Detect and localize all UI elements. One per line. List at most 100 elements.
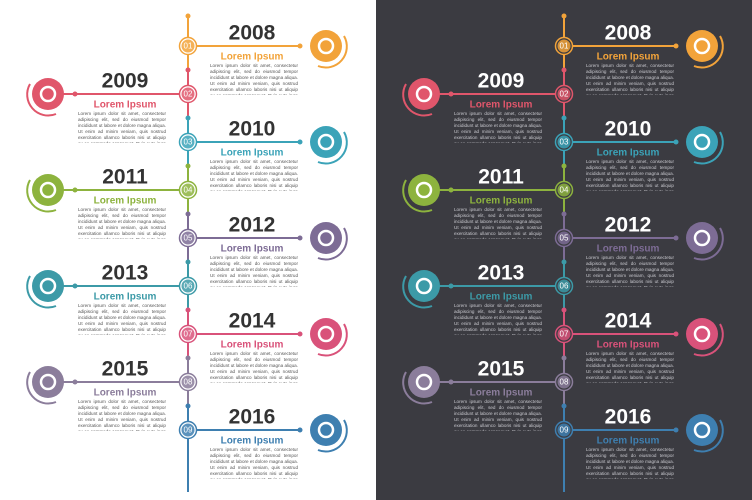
icon-glyph: [317, 325, 335, 343]
icon-arrow: [26, 179, 57, 213]
step-body-box: Lorem ipsum dolor sit amet, consectetur …: [210, 447, 298, 479]
spine-dot: [185, 355, 191, 361]
branch-dot: [448, 91, 454, 97]
icon-glyph: [415, 85, 433, 103]
step-body-box: Lorem ipsum dolor sit amet, consectetur …: [586, 447, 674, 479]
icon-circle: [686, 414, 718, 446]
step-heading: Lorem Ipsum: [221, 148, 284, 159]
icon-glyph: [415, 181, 433, 199]
step-heading: Lorem Ipsum: [597, 244, 660, 255]
step-year: 2008: [605, 22, 652, 45]
icon-glyph: [693, 37, 711, 55]
step-body: Lorem ipsum dolor sit amet, consectetur …: [586, 63, 674, 95]
icon-arrow: [402, 83, 433, 117]
step-number: 05: [184, 234, 193, 243]
step-node-fill: [557, 39, 571, 53]
step-body: Lorem ipsum dolor sit amet, consectetur …: [586, 447, 674, 479]
step-number: 06: [184, 282, 193, 291]
step-heading: Lorem Ipsum: [470, 388, 533, 399]
step-body-box: Lorem ipsum dolor sit amet, consectetur …: [78, 207, 166, 239]
step-heading: Lorem Ipsum: [597, 148, 660, 159]
step-year: 2011: [102, 166, 148, 189]
branch-dot: [673, 331, 679, 337]
step-node-fill: [557, 87, 571, 101]
icon-glyph: [317, 133, 335, 151]
icon-glyph: [693, 421, 711, 439]
step-body-box: Lorem ipsum dolor sit amet, consectetur …: [78, 303, 166, 335]
branch-dot: [72, 91, 78, 97]
icon-glyph: [693, 229, 711, 247]
step-heading: Lorem Ipsum: [597, 340, 660, 351]
step-year: 2009: [102, 70, 149, 93]
branch-dot: [72, 379, 78, 385]
step-number: 02: [184, 90, 193, 99]
icon-arrow: [693, 131, 724, 165]
icon-circle: [408, 270, 440, 302]
step-year: 2015: [102, 358, 149, 381]
step-year: 2009: [478, 70, 525, 93]
step-body-box: Lorem ipsum dolor sit amet, consectetur …: [586, 255, 674, 287]
spine-dot: [185, 13, 191, 19]
icon-arrow: [26, 275, 57, 309]
branch-dot: [673, 427, 679, 433]
icon-arrow: [402, 179, 433, 213]
step-body: Lorem ipsum dolor sit amet, consectetur …: [586, 159, 674, 191]
step-year: 2012: [229, 214, 276, 237]
icon-circle: [32, 270, 64, 302]
step-body: Lorem ipsum dolor sit amet, consectetur …: [454, 303, 542, 335]
step-body: Lorem ipsum dolor sit amet, consectetur …: [210, 447, 298, 479]
icon-glyph: [39, 181, 57, 199]
step-node-fill: [181, 327, 195, 341]
icon-glyph: [317, 37, 335, 55]
step-number: 07: [184, 330, 193, 339]
branch-dot: [448, 379, 454, 385]
spine-dot: [561, 211, 567, 217]
step-heading: Lorem Ipsum: [470, 100, 533, 111]
icon-arrow: [693, 35, 724, 69]
icon-circle: [408, 78, 440, 110]
step-heading: Lorem Ipsum: [94, 292, 157, 303]
icon-arrow: [402, 371, 433, 405]
branch-dot: [673, 139, 679, 145]
step-year: 2012: [605, 214, 652, 237]
icon-arrow: [317, 323, 348, 357]
step-number: 04: [560, 186, 569, 195]
step-body: Lorem ipsum dolor sit amet, consectetur …: [210, 159, 298, 191]
step-body-box: Lorem ipsum dolor sit amet, consectetur …: [454, 111, 542, 143]
step-body-box: Lorem ipsum dolor sit amet, consectetur …: [586, 159, 674, 191]
step-heading: Lorem Ipsum: [94, 388, 157, 399]
step-heading: Lorem Ipsum: [221, 340, 284, 351]
step-body: Lorem ipsum dolor sit amet, consectetur …: [78, 399, 166, 431]
icon-circle: [32, 174, 64, 206]
icon-arrow: [26, 371, 57, 405]
icon-glyph: [39, 85, 57, 103]
step-node-fill: [181, 39, 195, 53]
step-year: 2016: [605, 406, 652, 429]
step-node-fill: [557, 423, 571, 437]
step-body: Lorem ipsum dolor sit amet, consectetur …: [78, 303, 166, 335]
step-body-box: Lorem ipsum dolor sit amet, consectetur …: [454, 207, 542, 239]
step-node-fill: [181, 183, 195, 197]
icon-glyph: [415, 373, 433, 391]
step-node-fill: [557, 327, 571, 341]
icon-circle: [310, 126, 342, 158]
icon-arrow: [317, 131, 348, 165]
spine-dot: [561, 163, 567, 169]
icon-circle: [686, 222, 718, 254]
step-number: 06: [560, 282, 569, 291]
icon-glyph: [693, 325, 711, 343]
step-number: 04: [184, 186, 193, 195]
step-heading: Lorem Ipsum: [470, 196, 533, 207]
icon-glyph: [39, 373, 57, 391]
icon-arrow: [693, 323, 724, 357]
spine-dot: [561, 259, 567, 265]
step-year: 2015: [478, 358, 525, 381]
branch-dot: [72, 187, 78, 193]
spine-dot: [185, 115, 191, 121]
spine-dot: [185, 403, 191, 409]
step-node-fill: [557, 135, 571, 149]
step-body-box: Lorem ipsum dolor sit amet, consectetur …: [586, 351, 674, 383]
